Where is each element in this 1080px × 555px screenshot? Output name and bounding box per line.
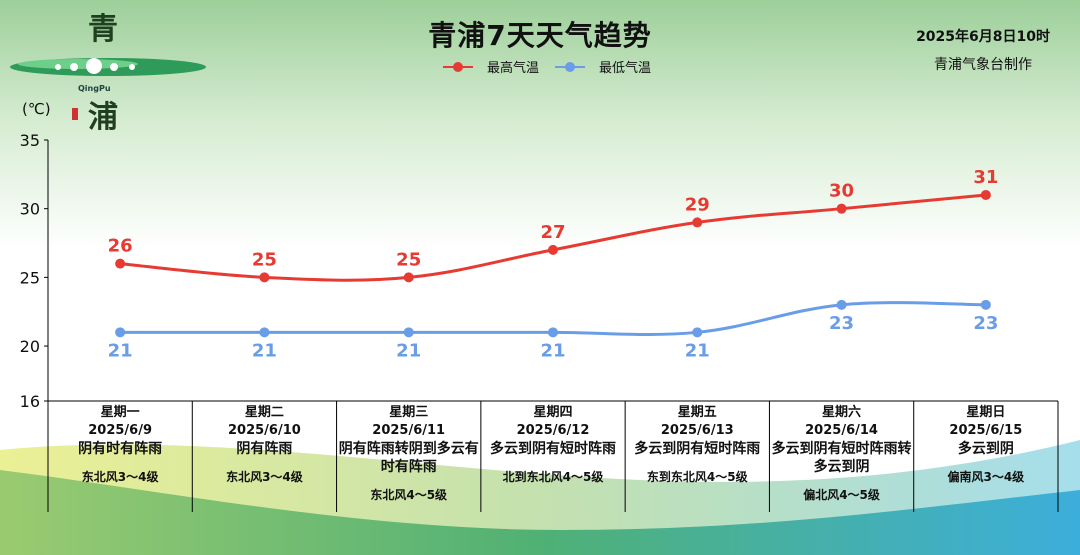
high-temp-point bbox=[836, 203, 847, 214]
high-temp-point bbox=[403, 272, 414, 283]
day-date: 2025/6/11 bbox=[372, 423, 446, 438]
high-temp-label: 29 bbox=[685, 194, 710, 215]
low-temp-label: 21 bbox=[685, 340, 710, 361]
day-weather: 多云到阴有短时阵雨转多云到阴 bbox=[771, 441, 912, 475]
logo-wave-icon bbox=[10, 58, 206, 76]
day-weekday: 星期四 bbox=[533, 405, 573, 420]
logo-seal bbox=[72, 108, 78, 120]
low-temp-label: 21 bbox=[252, 340, 277, 361]
day-weekday: 星期六 bbox=[822, 405, 862, 420]
high-temp-point bbox=[692, 217, 703, 228]
day-weekday: 星期三 bbox=[389, 405, 429, 420]
day-date: 2025/6/12 bbox=[516, 423, 590, 438]
low-temp-point bbox=[548, 327, 558, 338]
legend-item-high: 最高气温 bbox=[443, 57, 539, 76]
day-cell: 星期三 2025/6/11 阴有阵雨转阴到多云有时有阵雨东北风4～5级 bbox=[337, 404, 481, 504]
logo-en: QingPu bbox=[78, 84, 111, 93]
day-cell: 星期一 2025/6/9 阴有时有阵雨 东北风3～4级 bbox=[48, 404, 192, 486]
logo-char-bottom: 浦 bbox=[88, 100, 118, 135]
y-tick-label: 30 bbox=[20, 200, 40, 219]
day-weather: 阴有阵雨 bbox=[236, 441, 293, 457]
high-temp-point bbox=[259, 272, 270, 283]
day-weather: 阴有阵雨转阴到多云有时有阵雨 bbox=[338, 441, 479, 475]
day-wind: 北到东北风4～5级 bbox=[502, 470, 604, 484]
day-date: 2025/6/13 bbox=[660, 423, 734, 438]
legend-low-label: 最低气温 bbox=[599, 61, 652, 76]
logo-char-top: 青 bbox=[88, 12, 118, 47]
y-tick-label: 20 bbox=[20, 337, 40, 356]
high-temp-label: 25 bbox=[396, 249, 421, 270]
low-temp-label: 21 bbox=[108, 340, 133, 361]
day-cell: 星期日 2025/6/15 多云到阴偏南风3～4级 bbox=[914, 404, 1058, 486]
day-cell: 星期五 2025/6/13 多云到阴有短时阵雨 东到东北风4～5级 bbox=[625, 404, 769, 486]
issue-info: 2025年6月8日10时 青浦气象台制作 bbox=[916, 26, 1050, 74]
day-cell: 星期二 2025/6/10 阴有阵雨东北风3～4级 bbox=[192, 404, 336, 486]
high-temp-label: 30 bbox=[829, 181, 854, 202]
page-title: 青浦7天天气趋势 bbox=[428, 19, 652, 52]
legend: 最高气温 最低气温 bbox=[443, 57, 667, 76]
day-cell: 星期四 2025/6/12 多云到阴有短时阵雨 北到东北风4～5级 bbox=[481, 404, 625, 486]
low-temp-label: 21 bbox=[396, 340, 421, 361]
y-axis-unit: (℃) bbox=[22, 100, 51, 118]
day-wind: 东北风3～4级 bbox=[226, 470, 303, 484]
low-temp-point bbox=[259, 327, 270, 338]
day-weather: 阴有时有阵雨 bbox=[78, 441, 163, 457]
qingpu-logo: 青 QingPu 浦 bbox=[8, 4, 208, 135]
high-temp-label: 27 bbox=[540, 222, 565, 243]
high-temp-point bbox=[980, 189, 991, 200]
high-temp-label: 31 bbox=[973, 167, 998, 188]
day-wind: 东北风4～5级 bbox=[370, 488, 448, 502]
low-temp-label: 21 bbox=[540, 340, 565, 361]
day-date: 2025/6/10 bbox=[228, 423, 301, 438]
y-tick-label: 25 bbox=[20, 268, 40, 287]
low-temp-point bbox=[115, 327, 126, 338]
day-weather: 多云到阴有短时阵雨 bbox=[634, 441, 761, 457]
issuer: 青浦气象台制作 bbox=[934, 57, 1033, 73]
day-weekday: 星期一 bbox=[100, 405, 140, 420]
day-weather: 多云到阴 bbox=[957, 441, 1014, 457]
issue-time: 2025年6月8日10时 bbox=[916, 29, 1050, 45]
legend-low-swatch bbox=[555, 61, 586, 72]
day-date: 2025/6/14 bbox=[805, 423, 878, 438]
day-weekday: 星期日 bbox=[966, 405, 1006, 420]
day-wind: 偏北风4～5级 bbox=[803, 488, 880, 502]
low-temp-label: 23 bbox=[973, 313, 998, 334]
high-temp-point bbox=[548, 244, 558, 255]
day-cell: 星期六 2025/6/14 多云到阴有短时阵雨转多云到阴偏北风4～5级 bbox=[769, 404, 913, 504]
legend-high-label: 最高气温 bbox=[487, 61, 540, 76]
day-date: 2025/6/15 bbox=[949, 423, 1023, 438]
legend-high-swatch bbox=[443, 61, 473, 72]
high-temp-label: 26 bbox=[108, 236, 133, 257]
legend-item-low: 最低气温 bbox=[555, 57, 651, 76]
day-weather: 多云到阴有短时阵雨 bbox=[489, 441, 616, 457]
y-tick-label: 16 bbox=[20, 392, 40, 411]
day-wind: 东到东北风4～5级 bbox=[646, 470, 748, 484]
low-temp-point bbox=[692, 327, 703, 338]
day-wind: 东北风3～4级 bbox=[81, 470, 159, 484]
day-date: 2025/6/9 bbox=[88, 423, 153, 438]
y-tick-label: 35 bbox=[20, 131, 40, 150]
low-temp-point bbox=[980, 299, 991, 310]
day-wind: 偏南风3～4级 bbox=[947, 470, 1025, 484]
low-temp-point bbox=[403, 327, 414, 338]
low-temp-label: 23 bbox=[829, 313, 854, 334]
day-weekday: 星期五 bbox=[677, 405, 717, 420]
low-temp-point bbox=[836, 299, 847, 310]
day-weekday: 星期二 bbox=[244, 405, 284, 420]
high-temp-label: 25 bbox=[252, 249, 277, 270]
high-temp-point bbox=[115, 258, 126, 269]
